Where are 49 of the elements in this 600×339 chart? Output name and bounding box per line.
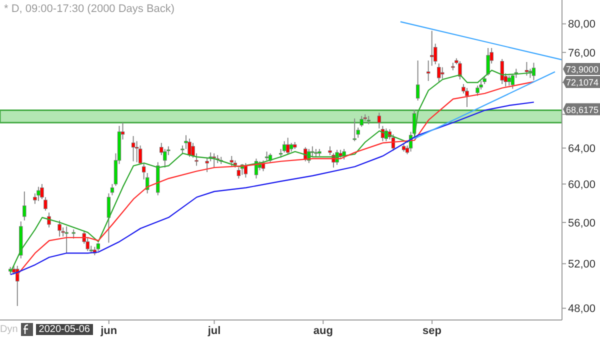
text: 73,9000 [566,64,599,74]
candlestick [360,115,364,128]
y-tick-label: 64,00 [568,142,596,155]
y-tick-label: 76,00 [568,47,596,60]
candlestick [286,137,290,155]
candlestick [524,62,529,76]
candlestick [430,30,434,66]
candlestick [310,146,314,158]
text: 72,1074 [566,78,599,88]
y-tick-label: 56,00 [568,217,596,230]
candlestick [426,60,430,82]
candlestick [22,191,26,221]
text: Dyn [0,324,18,335]
candlestick [236,167,241,179]
y-tick-label: 60,00 [568,178,596,191]
x-tick-label: jun [100,324,118,337]
candlestick [465,87,469,108]
candlestick [16,265,20,306]
chart-title: * D, 09:00-17:30 (2000 Days Back) [4,3,175,15]
candlestick [416,60,420,102]
candlestick [131,136,136,162]
candlestick [230,155,234,168]
y-tick-label: 52,00 [568,258,596,271]
candlestick [72,228,76,240]
candlestick [58,220,62,238]
text: 2020-05-06 [36,324,93,335]
candlestick [458,60,462,80]
candlestick [476,85,480,96]
annotation: 68,6175 [566,104,599,115]
candlestick [437,63,441,82]
candlestick [500,58,504,85]
candlestick [507,75,511,86]
candlestick [106,192,111,244]
x-tick-label: jul [206,324,221,337]
x-tick-label: aug [313,324,333,337]
candlestick [212,152,216,168]
candlestick [486,48,490,76]
candlestick [440,66,444,80]
candlestick [188,138,192,158]
candlestick [64,226,68,254]
y-tick-label: 80,00 [568,18,596,31]
candlestick [532,62,536,81]
candlestick [282,140,286,153]
candlestick [36,186,40,202]
y-tick-label: 48,00 [568,303,596,316]
x-tick-label: sep [422,324,442,337]
candlestick [138,144,142,164]
candlestick [352,118,356,142]
candlestick [377,112,382,129]
